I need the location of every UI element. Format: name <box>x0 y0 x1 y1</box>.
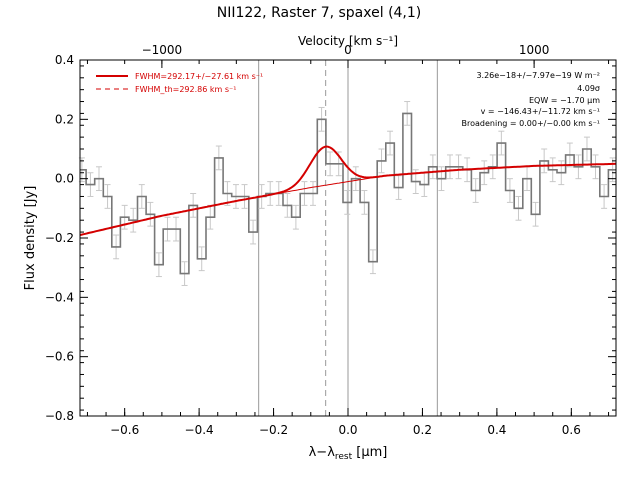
top-tick-label-2: 1000 <box>519 43 550 57</box>
x-tick-label-3: 0.0 <box>338 423 357 437</box>
y-axis-label: Flux density [Jy] <box>23 186 38 291</box>
top-tick-label-1: 0 <box>344 43 352 57</box>
annotation-broadening: Broadening = 0.00+/−0.00 km s⁻¹ <box>462 119 600 128</box>
x-axis-label-sub: rest <box>335 452 353 462</box>
annotation-sigma: 4.09σ <box>577 84 600 93</box>
fit-annotations: 3.26e−18+/−7.97e−19 W m⁻² 4.09σ EQW = −1… <box>462 71 601 128</box>
top-axis: −1000 0 1000 <box>86 43 610 68</box>
x-axis-label: λ−λrest [μm] <box>309 445 388 462</box>
legend: FWHM=292.17+/−27.61 km s⁻¹ FWHM_th=292.8… <box>96 72 263 94</box>
y-tick-label-0: −0.8 <box>45 409 74 423</box>
gaussian-fit-line <box>79 145 617 236</box>
chart-title: NII122, Raster 7, spaxel (4,1) <box>217 5 422 21</box>
x-tick-label-2: −0.2 <box>259 423 288 437</box>
annotation-velocity: v = −146.43+/−11.72 km s⁻¹ <box>481 107 600 116</box>
y-tick-label-6: 0.4 <box>55 53 74 67</box>
x-tick-label-4: 0.2 <box>413 423 432 437</box>
flux-steps <box>80 112 616 275</box>
y-tick-label-5: 0.2 <box>55 112 74 126</box>
legend-entry-fwhm-th: FWHM_th=292.86 km s⁻¹ <box>135 85 236 94</box>
x-axis: −0.6 −0.4 −0.2 0.0 0.2 0.4 0.6 <box>86 408 610 437</box>
y-tick-label-3: −0.2 <box>45 231 74 245</box>
annotation-flux: 3.26e−18+/−7.97e−19 W m⁻² <box>476 71 600 80</box>
reference-lines <box>258 60 438 416</box>
y-tick-label-1: −0.6 <box>45 350 74 364</box>
top-axis-label: Velocity [km s⁻¹] <box>298 34 398 48</box>
x-tick-label-1: −0.4 <box>185 423 214 437</box>
x-tick-label-6: 0.6 <box>562 423 581 437</box>
x-tick-label-5: 0.4 <box>487 423 506 437</box>
y-tick-label-4: 0.0 <box>55 172 74 186</box>
x-axis-label-unit: [μm] <box>352 445 387 460</box>
fit-curves <box>79 145 617 236</box>
y-tick-label-2: −0.4 <box>45 290 74 304</box>
top-tick-label-0: −1000 <box>142 43 183 57</box>
x-axis-label-main: λ−λ <box>309 445 336 460</box>
flux-step-line <box>80 112 616 275</box>
x-tick-label-0: −0.6 <box>110 423 139 437</box>
flux-errorbars <box>78 101 616 286</box>
annotation-eqw: EQW = −1.70 μm <box>529 96 600 105</box>
y-axis: −0.8 −0.6 −0.4 −0.2 0.0 0.2 0.4 <box>45 53 616 423</box>
legend-entry-fwhm: FWHM=292.17+/−27.61 km s⁻¹ <box>135 72 263 81</box>
